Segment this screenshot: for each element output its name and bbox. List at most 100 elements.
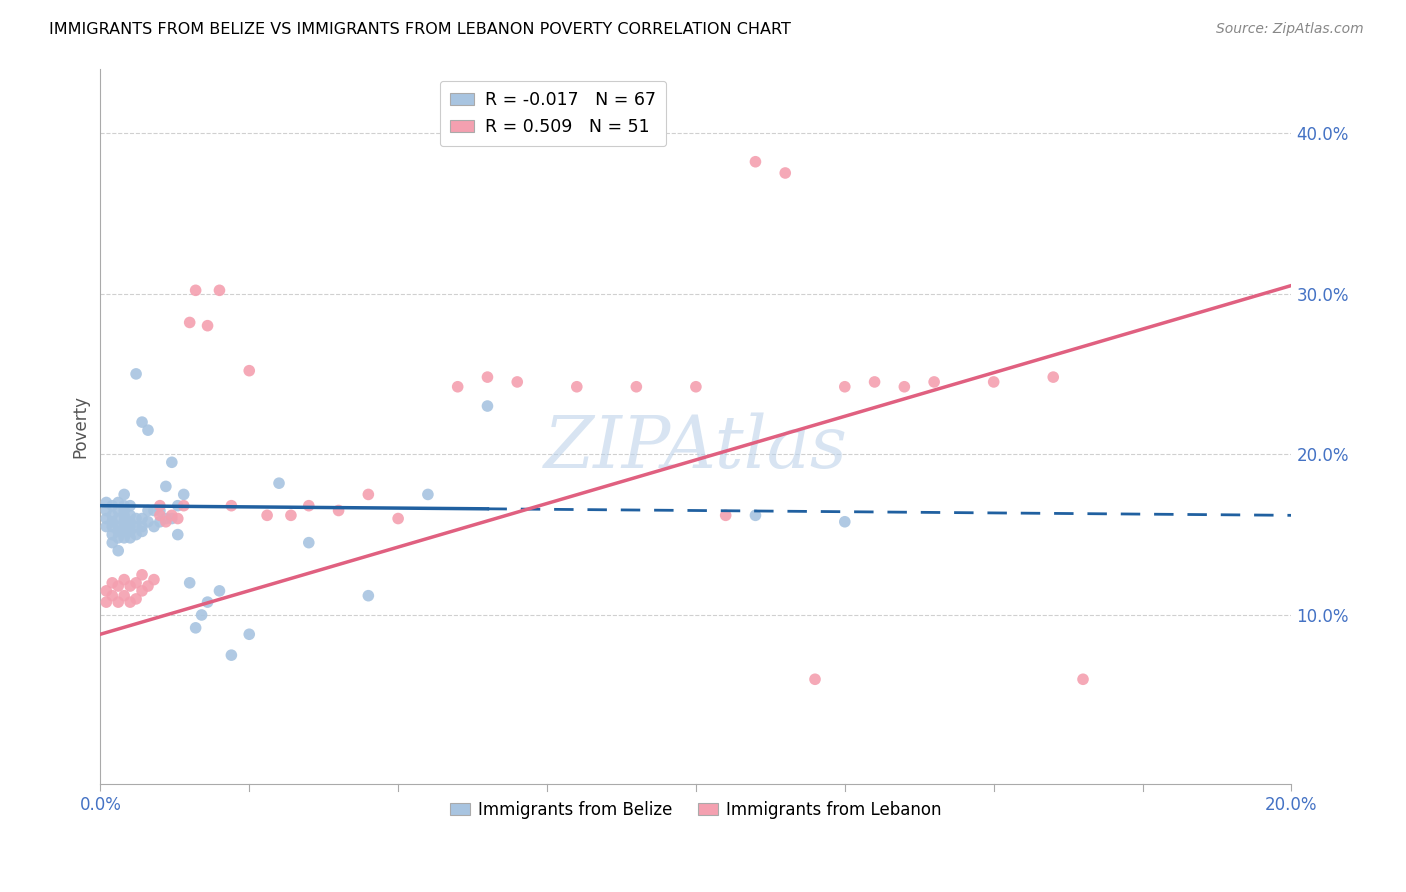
- Point: [136, 423, 159, 437]
- Point: [416, 487, 439, 501]
- Point: [160, 508, 183, 523]
- Point: [565, 380, 588, 394]
- Point: [149, 503, 172, 517]
- Point: [804, 673, 827, 687]
- Point: [160, 511, 183, 525]
- Point: [136, 515, 159, 529]
- Point: [131, 567, 153, 582]
- Point: [298, 535, 321, 549]
- Point: [221, 648, 243, 662]
- Point: [238, 364, 260, 378]
- Point: [298, 499, 321, 513]
- Point: [267, 476, 290, 491]
- Point: [136, 503, 159, 517]
- Point: [96, 511, 118, 525]
- Point: [714, 508, 737, 523]
- Point: [101, 589, 124, 603]
- Point: [125, 591, 148, 606]
- Point: [1071, 673, 1094, 687]
- Point: [107, 519, 129, 533]
- Point: [96, 583, 118, 598]
- Point: [179, 575, 201, 590]
- Point: [125, 511, 148, 525]
- Point: [107, 543, 129, 558]
- Point: [280, 508, 302, 523]
- Point: [120, 531, 142, 545]
- Point: [112, 487, 135, 501]
- Point: [238, 627, 260, 641]
- Point: [131, 524, 153, 539]
- Point: [112, 515, 135, 529]
- Point: [120, 499, 142, 513]
- Point: [96, 503, 118, 517]
- Point: [112, 531, 135, 545]
- Point: [125, 575, 148, 590]
- Point: [173, 487, 195, 501]
- Point: [120, 524, 142, 539]
- Point: [149, 515, 172, 529]
- Point: [477, 399, 499, 413]
- Point: [149, 508, 172, 523]
- Point: [107, 595, 129, 609]
- Point: [125, 527, 148, 541]
- Point: [357, 589, 380, 603]
- Text: ZIPAtlas: ZIPAtlas: [544, 412, 848, 483]
- Point: [107, 579, 129, 593]
- Point: [160, 455, 183, 469]
- Point: [834, 515, 856, 529]
- Text: IMMIGRANTS FROM BELIZE VS IMMIGRANTS FROM LEBANON POVERTY CORRELATION CHART: IMMIGRANTS FROM BELIZE VS IMMIGRANTS FRO…: [49, 22, 792, 37]
- Point: [96, 495, 118, 509]
- Point: [120, 515, 142, 529]
- Legend: Immigrants from Belize, Immigrants from Lebanon: Immigrants from Belize, Immigrants from …: [443, 794, 948, 825]
- Point: [142, 519, 165, 533]
- Point: [685, 380, 707, 394]
- Point: [155, 479, 177, 493]
- Point: [173, 499, 195, 513]
- Point: [477, 370, 499, 384]
- Point: [744, 508, 766, 523]
- Point: [447, 380, 470, 394]
- Point: [387, 511, 409, 525]
- Point: [112, 589, 135, 603]
- Point: [149, 499, 172, 513]
- Point: [131, 511, 153, 525]
- Point: [834, 380, 856, 394]
- Point: [96, 519, 118, 533]
- Point: [101, 515, 124, 529]
- Point: [197, 595, 219, 609]
- Point: [142, 503, 165, 517]
- Text: Source: ZipAtlas.com: Source: ZipAtlas.com: [1216, 22, 1364, 37]
- Point: [131, 415, 153, 429]
- Point: [120, 595, 142, 609]
- Point: [357, 487, 380, 501]
- Point: [256, 508, 278, 523]
- Point: [208, 283, 231, 297]
- Point: [101, 519, 124, 533]
- Point: [101, 575, 124, 590]
- Point: [107, 511, 129, 525]
- Point: [626, 380, 648, 394]
- Point: [184, 621, 207, 635]
- Point: [107, 531, 129, 545]
- Point: [112, 524, 135, 539]
- Point: [136, 579, 159, 593]
- Point: [922, 375, 945, 389]
- Point: [155, 515, 177, 529]
- Point: [155, 511, 177, 525]
- Point: [125, 367, 148, 381]
- Point: [208, 583, 231, 598]
- Point: [166, 511, 188, 525]
- Point: [120, 579, 142, 593]
- Point: [120, 519, 142, 533]
- Point: [112, 499, 135, 513]
- Point: [107, 495, 129, 509]
- Point: [101, 535, 124, 549]
- Point: [190, 607, 212, 622]
- Point: [120, 508, 142, 523]
- Point: [112, 503, 135, 517]
- Point: [101, 499, 124, 513]
- Point: [107, 524, 129, 539]
- Point: [506, 375, 529, 389]
- Point: [197, 318, 219, 333]
- Point: [221, 499, 243, 513]
